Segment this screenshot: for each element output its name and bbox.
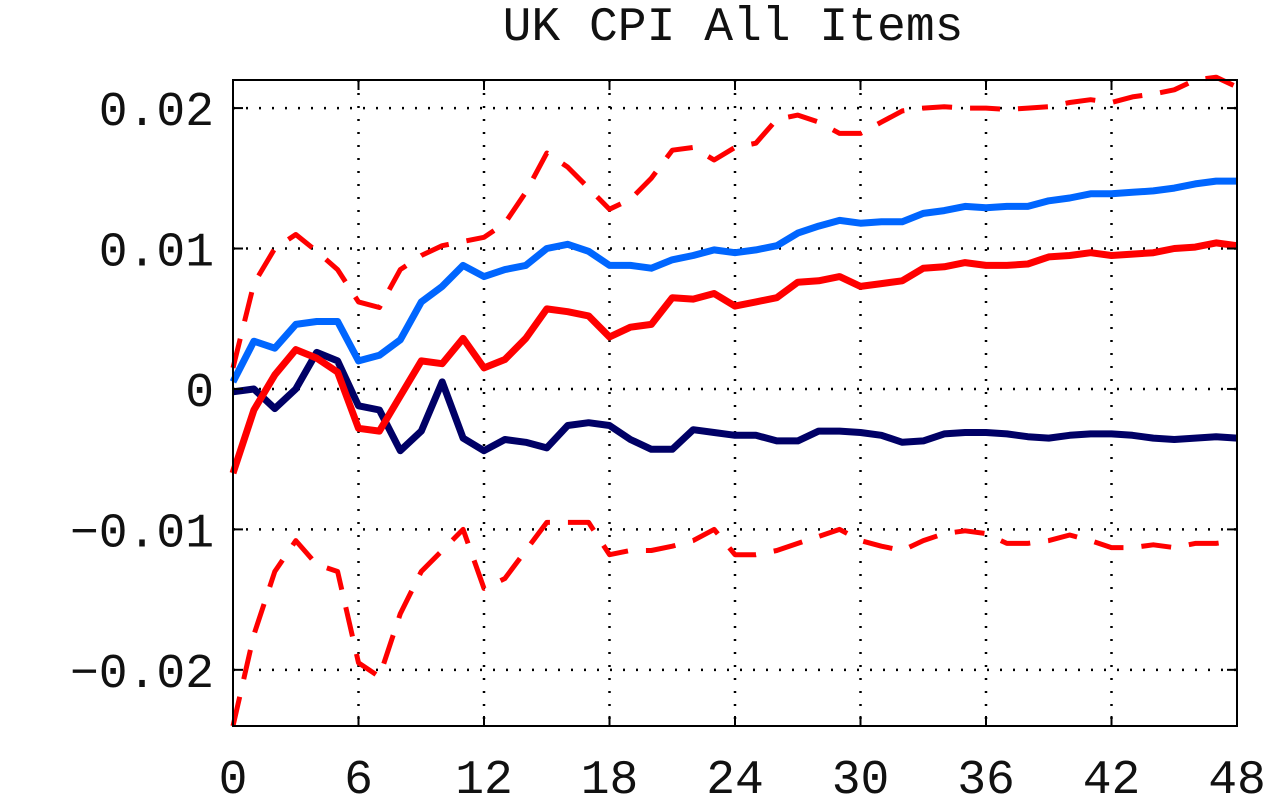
y-tick-label: −0.01	[70, 507, 214, 561]
confidence-band-line-1	[230, 519, 1238, 727]
x-tick-label: 30	[832, 754, 890, 808]
y-tick-label: 0	[185, 367, 214, 421]
x-tick-label: 12	[455, 754, 513, 808]
series-line-4	[229, 177, 1237, 384]
series-line-3	[229, 239, 1238, 475]
plot-series	[229, 74, 1239, 727]
y-tick-label: 0.01	[99, 227, 214, 281]
x-tick-label: 48	[1208, 754, 1266, 808]
y-tick-label: 0.02	[99, 86, 214, 140]
confidence-band-line-0	[230, 74, 1239, 369]
series-line-2	[232, 348, 1238, 455]
plot-frame	[232, 79, 1238, 727]
grid	[233, 80, 1237, 726]
x-tick-label: 24	[706, 754, 764, 808]
axis-ticks	[232, 80, 1238, 726]
x-tick-label: 6	[344, 754, 373, 808]
x-tick-label: 0	[219, 754, 248, 808]
y-axis-tick-labels: −0.02 −0.01 0 0.01 0.02	[70, 86, 214, 702]
y-tick-label: −0.02	[70, 648, 214, 702]
chart-title: UK CPI All Items	[503, 1, 964, 55]
x-tick-label: 42	[1083, 754, 1141, 808]
x-tick-label: 18	[581, 754, 639, 808]
x-axis-tick-labels: 0 6 12 18 24 30 36 42 48	[219, 754, 1266, 808]
x-tick-label: 36	[957, 754, 1015, 808]
